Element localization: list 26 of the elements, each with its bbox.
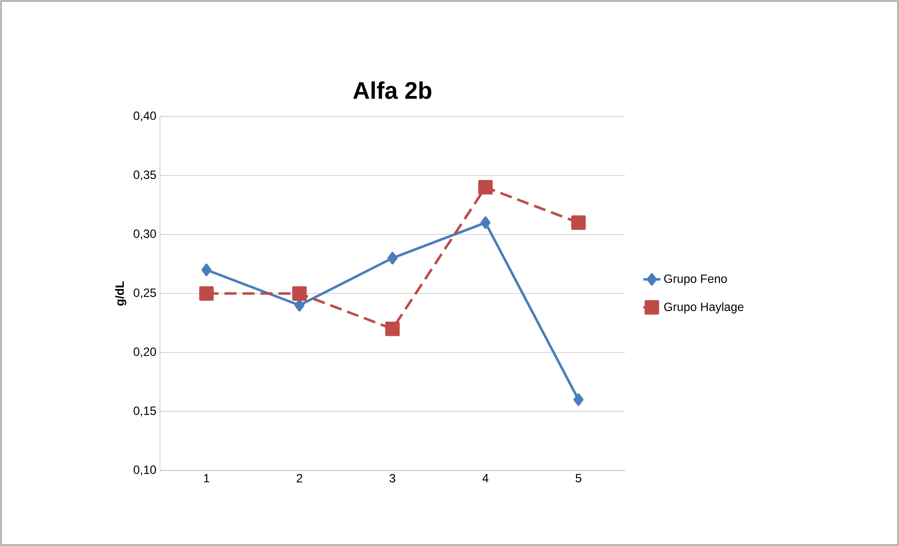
y-tick-label: 0,15	[134, 406, 156, 416]
y-axis-title: g/dL	[115, 281, 126, 306]
point	[385, 322, 400, 336]
point	[387, 252, 398, 264]
y-tick-label: 0,25	[134, 288, 156, 298]
point	[480, 216, 490, 229]
x-tick-label: 5	[576, 474, 582, 482]
y-tick-label: 0,35	[134, 170, 156, 180]
point	[573, 393, 584, 406]
x-tick-label: 1	[204, 474, 210, 482]
y-tick-label: 0,30	[134, 230, 156, 240]
x-tick-label: 4	[482, 474, 488, 482]
x-tick-label: 3	[390, 474, 396, 482]
legend-label: Grupo Feno	[664, 274, 727, 286]
legend-label: Grupo Haylage	[664, 302, 744, 314]
point	[571, 215, 586, 230]
point	[478, 180, 493, 195]
y-tick-label: 0,40	[134, 112, 156, 122]
y-tick-label: 0,20	[134, 348, 156, 358]
point	[199, 286, 214, 301]
y-tick-label: 0,10	[134, 466, 156, 476]
x-tick-label: 2	[296, 474, 302, 482]
chart-title: Alfa 2b	[353, 81, 432, 99]
point	[201, 264, 212, 276]
point	[294, 299, 304, 312]
point	[292, 286, 307, 301]
